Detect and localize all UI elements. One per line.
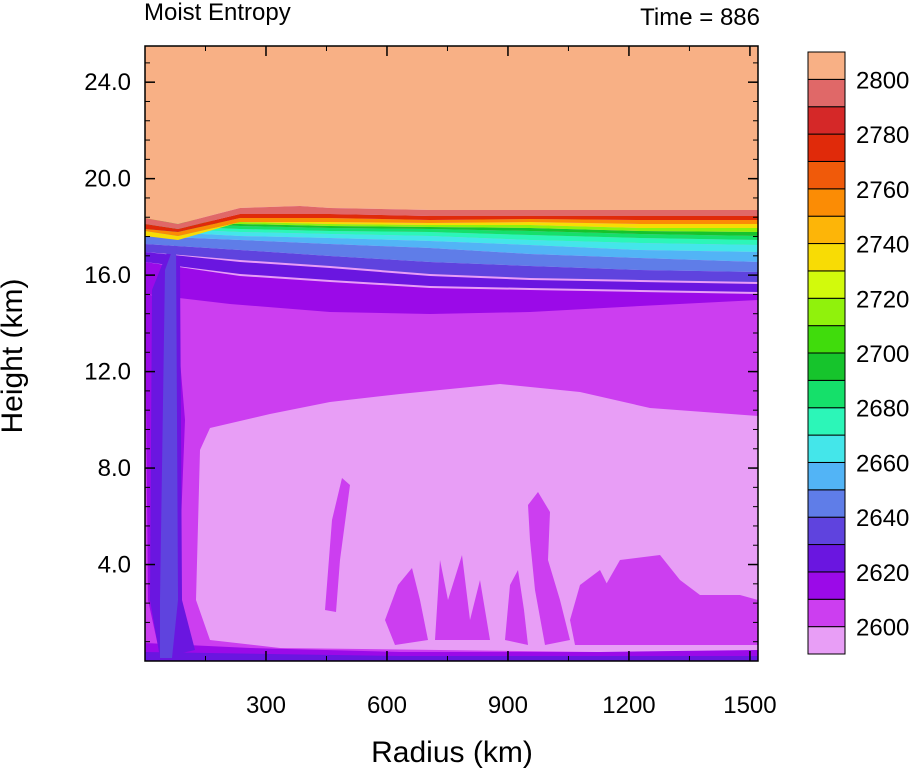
plot-area	[144, 45, 759, 662]
colorbar-label: 2780	[856, 122, 909, 149]
contour-2620-blob	[505, 570, 528, 645]
colorbar-swatch	[807, 544, 846, 573]
colorbar-swatch	[807, 461, 846, 491]
colorbar-swatch	[807, 297, 846, 327]
colorbar-label: 2680	[856, 396, 909, 423]
contour-2660-floor	[145, 652, 758, 661]
contour-2620	[145, 290, 758, 661]
colorbar: 2600 2620 2640 2660 2680 2700 2720 2740 2760 2780…	[807, 51, 909, 655]
colorbar-swatch	[807, 188, 846, 217]
x-tick-label: 300	[246, 692, 286, 719]
contour-2620-blob	[325, 478, 350, 612]
x-tick-label: 1500	[723, 692, 776, 719]
colorbar-swatch	[807, 489, 846, 518]
contour-2660	[145, 252, 758, 292]
contour-2620-blob	[570, 570, 620, 645]
colorbar-swatch	[807, 243, 846, 272]
x-axis: 300 600 900 1200 1500	[204, 46, 777, 719]
colorbar-swatch	[807, 516, 846, 546]
contour-2620-blob	[528, 492, 570, 645]
contour-2840	[145, 222, 758, 240]
colorbar-label: 2640	[856, 505, 909, 532]
contour-2640	[145, 262, 758, 314]
colorbar-label: 2600	[856, 615, 909, 642]
y-tick-label: 20.0	[84, 166, 131, 193]
colorbar-label: 2700	[856, 341, 909, 368]
colorbar-label: 2800	[856, 67, 909, 94]
contour-2880	[145, 214, 758, 232]
contour-2900	[145, 206, 758, 229]
y-axis-label: Height (km)	[0, 278, 29, 433]
x-tick-label: 600	[367, 692, 407, 719]
contour-2720	[145, 231, 758, 262]
contour-2700	[145, 236, 758, 272]
colorbar-label: 2760	[856, 177, 909, 204]
colorbar-swatch	[807, 106, 846, 135]
x-tick-label: 900	[488, 692, 528, 719]
colorbar-swatch	[807, 598, 846, 628]
contour-upper	[145, 46, 758, 224]
plot-frame	[144, 45, 759, 662]
y-tick-label: 8.0	[98, 455, 131, 482]
contour-2680-core	[160, 240, 178, 658]
colorbar-label: 2720	[856, 286, 909, 313]
y-tick-label: 12.0	[84, 359, 131, 386]
colorbar-swatch	[807, 133, 846, 162]
contour-2620-blob	[435, 555, 490, 640]
colorbar-label: 2740	[856, 232, 909, 259]
contour-2620-blob	[385, 568, 428, 645]
colorbar-swatch	[807, 325, 846, 354]
contour-2780	[145, 222, 758, 240]
x-axis-label: Radius (km)	[371, 736, 533, 769]
colorbar-swatch	[807, 379, 846, 409]
chart-subtitle: Time = 886	[640, 4, 760, 31]
colorbar-swatch	[807, 78, 846, 108]
colorbar-label: 2660	[856, 450, 909, 477]
colorbar-label: 2620	[856, 560, 909, 587]
y-tick-label: 16.0	[84, 262, 131, 289]
contour-2860	[145, 218, 758, 236]
contour-2800	[145, 220, 758, 236]
colorbar-swatch	[807, 352, 846, 381]
y-tick-label: 4.0	[98, 552, 131, 579]
y-tick-label: 24.0	[84, 69, 131, 96]
contour-2760	[145, 225, 758, 245]
colorbar-swatch	[807, 407, 846, 436]
colorbar-swatch	[807, 270, 846, 299]
colorbar-swatch	[807, 215, 846, 245]
y-axis: 4.0 8.0 12.0 16.0 20.0 24.0	[84, 62, 758, 643]
contour-2820	[145, 217, 758, 232]
colorbar-swatch	[807, 51, 846, 80]
colorbar-swatch	[807, 626, 846, 655]
chart-title: Moist Entropy	[144, 0, 291, 26]
contour-2620-blob	[580, 555, 758, 645]
colorbar-swatch	[807, 571, 846, 600]
contour-2740	[145, 228, 758, 252]
x-tick-label: 1200	[602, 692, 655, 719]
colorbar-swatch	[807, 160, 846, 190]
contour-2680	[145, 244, 758, 282]
colorbar-swatch	[807, 434, 846, 463]
